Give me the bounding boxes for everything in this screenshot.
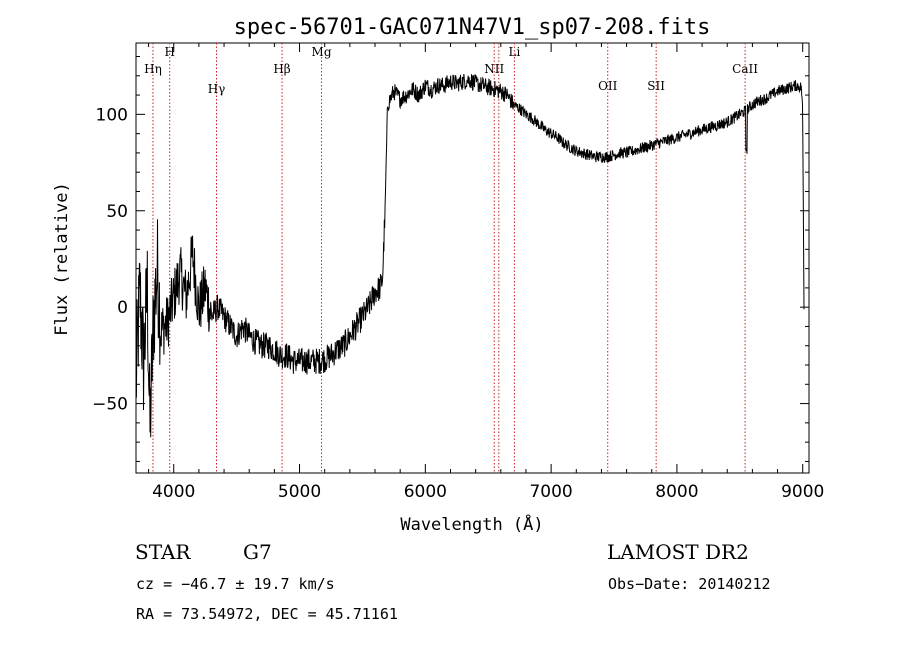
spectral-line-label: SII xyxy=(647,79,665,93)
spectral-line-label: Hγ xyxy=(208,82,226,96)
y-axis-ticks: −50 0 50 100 xyxy=(92,55,809,462)
redshift-cz: cz = −46.7 ± 19.7 km/s xyxy=(136,575,335,593)
x-tick-label: 5000 xyxy=(278,482,321,502)
spectral-line-label: NII xyxy=(484,62,504,76)
y-tick-label: 50 xyxy=(106,202,128,222)
chart-title: spec-56701-GAC071N47V1_sp07-208.fits xyxy=(234,15,711,40)
observation-date: Obs−Date: 20140212 xyxy=(608,575,771,593)
spectral-line-label: Hβ xyxy=(273,62,290,76)
spectral-line-label: Mg xyxy=(312,45,332,59)
x-tick-label: 8000 xyxy=(655,482,698,502)
object-subclass: G7 xyxy=(243,540,272,564)
object-class: STAR xyxy=(135,540,191,564)
spectral-line-labels: HηH Hγ Hβ Mg NII Li OII SII CaII xyxy=(144,45,758,96)
series-group xyxy=(135,73,805,438)
y-tick-label: 0 xyxy=(117,298,128,318)
spectral-line-label: H xyxy=(164,45,174,59)
spectral-line-markers xyxy=(152,43,746,473)
y-tick-label: −50 xyxy=(92,395,128,415)
spectral-line-label: Li xyxy=(508,45,520,59)
spectral-line-label: Hη xyxy=(144,62,162,76)
x-tick-label: 4000 xyxy=(152,482,195,502)
y-tick-label: 100 xyxy=(96,105,128,125)
coordinates: RA = 73.54972, DEC = 45.71161 xyxy=(136,605,398,623)
y-axis-label: Flux (relative) xyxy=(52,182,72,336)
x-axis-label: Wavelength (Å) xyxy=(400,513,543,535)
spectrum-line xyxy=(135,73,805,438)
survey-name: LAMOST DR2 xyxy=(607,540,749,564)
spectral-line-label: CaII xyxy=(732,62,758,76)
x-tick-label: 6000 xyxy=(404,482,447,502)
spectral-line-label: OII xyxy=(598,79,618,93)
x-tick-label: 9000 xyxy=(781,482,824,502)
x-axis-ticks: 4000 5000 6000 7000 8000 9000 xyxy=(148,43,824,502)
x-tick-label: 7000 xyxy=(529,482,572,502)
plot-frame xyxy=(135,42,810,474)
